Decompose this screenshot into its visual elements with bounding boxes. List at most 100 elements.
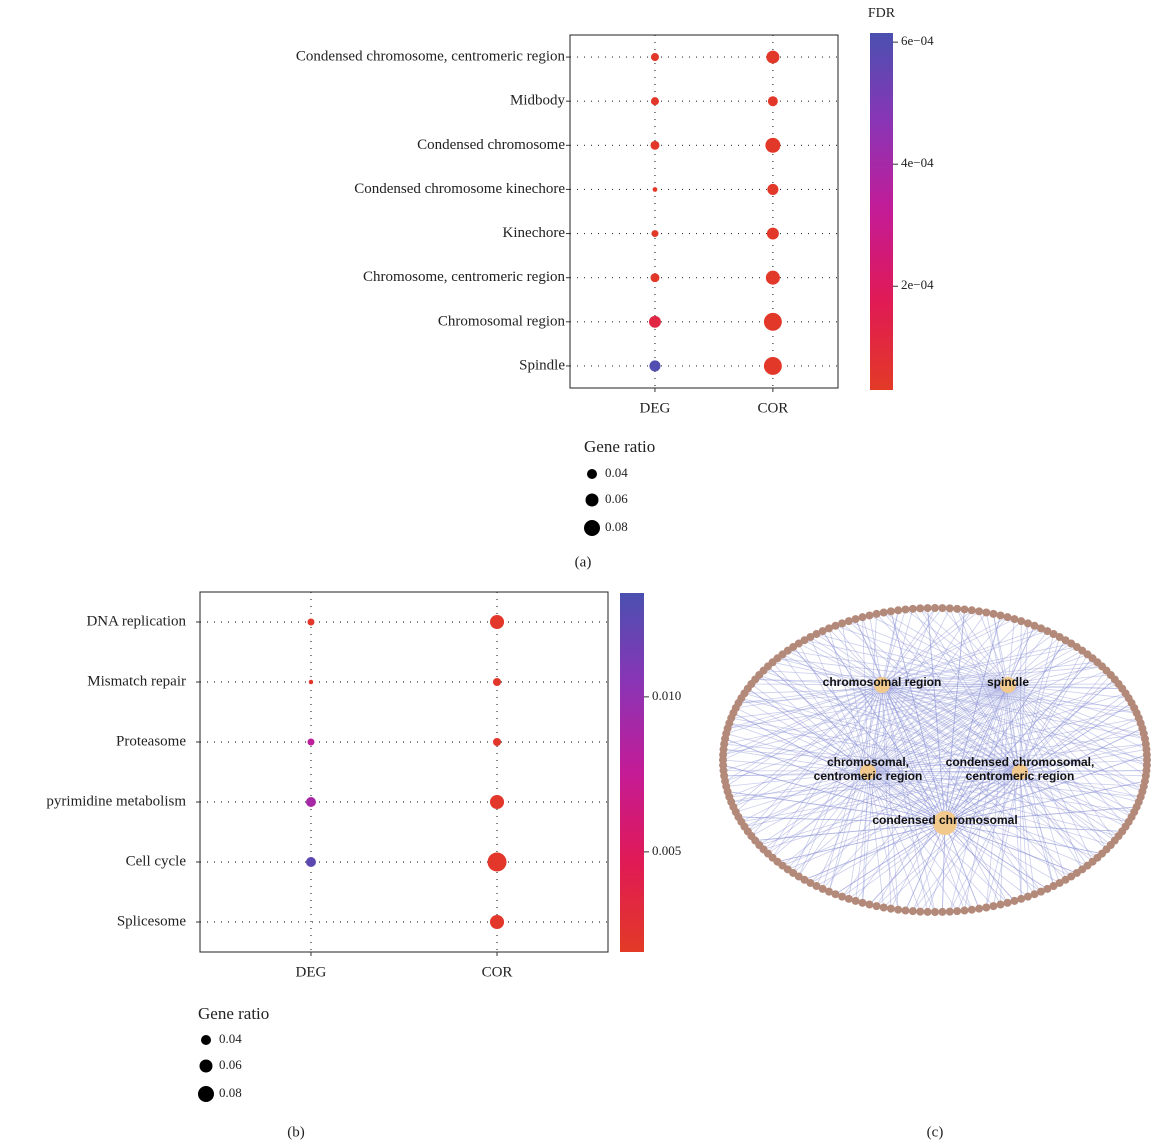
- term-label: centromeric region: [814, 769, 923, 783]
- network-edge: [1019, 770, 1147, 773]
- network-edge: [835, 625, 883, 686]
- gene-node: [812, 882, 821, 891]
- network-edge: [944, 640, 1066, 824]
- network-edge: [944, 822, 980, 909]
- network-edge: [816, 771, 1021, 887]
- gene-node: [838, 892, 847, 901]
- network-edge: [927, 608, 946, 824]
- network-edge: [782, 771, 1021, 866]
- dot: [651, 230, 659, 238]
- network-edge: [1007, 674, 1111, 686]
- network-edge: [744, 771, 869, 827]
- size-legend-label: 0.08: [605, 519, 628, 534]
- network-edge: [724, 684, 883, 782]
- network-edge: [763, 771, 1021, 850]
- network-edge: [867, 771, 921, 912]
- network-edge: [944, 822, 1048, 890]
- network-edge: [755, 822, 946, 841]
- gene-node: [953, 907, 962, 916]
- network-edge: [722, 684, 883, 761]
- network-edge: [912, 608, 1021, 773]
- network-edge: [731, 717, 1021, 773]
- network-edge: [1007, 684, 1107, 850]
- network-edge: [956, 608, 1009, 686]
- network-edge: [1007, 684, 1132, 818]
- network-edge: [777, 657, 883, 686]
- network-edge: [867, 771, 1042, 892]
- gene-node: [825, 887, 833, 896]
- network-edge: [738, 816, 946, 824]
- network-edge: [944, 780, 1146, 824]
- dot: [492, 737, 502, 747]
- panel-label: (b): [287, 1124, 305, 1140]
- network-edge: [867, 608, 951, 773]
- network-edge: [927, 684, 1009, 913]
- network-edge: [867, 771, 1129, 823]
- dot: [649, 360, 661, 372]
- network-edge: [729, 684, 1009, 798]
- dot: [648, 315, 661, 328]
- network-edge: [942, 607, 1009, 686]
- network-edge: [727, 684, 1009, 729]
- dot: [489, 914, 505, 930]
- network-edge: [927, 608, 946, 824]
- network-edge: [848, 620, 1021, 773]
- network-edge: [867, 707, 1135, 773]
- gene-node: [975, 904, 984, 913]
- network-edge: [944, 806, 1137, 824]
- network-edge: [810, 636, 1021, 773]
- network-edge: [944, 822, 1077, 874]
- y-tick-label: Condensed chromosome kinechore: [354, 181, 565, 197]
- panel-label: (c): [927, 1124, 944, 1140]
- network-edge: [905, 822, 946, 911]
- network-edge: [758, 674, 869, 773]
- network-edge: [881, 684, 899, 910]
- network-edge: [1007, 684, 1054, 887]
- network-edge: [862, 617, 883, 686]
- network-edge: [723, 764, 946, 824]
- dot: [763, 356, 782, 375]
- gene-node: [996, 611, 1005, 620]
- y-tick-label: Chromosomal region: [438, 313, 566, 329]
- network-edge: [1007, 666, 1103, 686]
- network-edge: [1019, 771, 1107, 850]
- network-edge: [733, 712, 946, 824]
- network-edge: [941, 822, 946, 912]
- network-edge: [759, 771, 1021, 846]
- network-edge: [848, 620, 1009, 686]
- network-edge: [956, 608, 1021, 773]
- network-edge: [993, 613, 1021, 773]
- network-edge: [890, 611, 946, 824]
- gene-node: [967, 905, 976, 914]
- y-tick-label: Proteasome: [116, 733, 186, 749]
- network-edge: [722, 759, 869, 773]
- network-edge: [755, 822, 946, 841]
- gene-node: [1055, 878, 1064, 887]
- dot: [652, 187, 658, 192]
- x-tick-label: COR: [482, 964, 513, 980]
- network-edge: [763, 670, 1021, 773]
- size-legend-dot: [585, 493, 599, 507]
- network-edge: [763, 771, 869, 850]
- network-edge: [881, 684, 1132, 818]
- network-edge: [1007, 684, 1147, 750]
- network-edge: [944, 658, 1093, 824]
- network-edge: [747, 684, 883, 832]
- network-edge: [867, 771, 885, 908]
- network-edge: [867, 771, 1111, 846]
- network-edge: [881, 684, 1144, 787]
- size-legend-label: 0.06: [219, 1057, 242, 1072]
- gene-node: [945, 907, 954, 916]
- gene-node: [851, 896, 860, 905]
- network-edge: [1019, 674, 1112, 773]
- y-tick-label: Splicesome: [117, 913, 186, 929]
- gene-node: [953, 604, 962, 613]
- network-edge: [881, 661, 1098, 686]
- network-edge: [798, 643, 883, 686]
- gene-node: [1003, 898, 1012, 907]
- network-edge: [855, 618, 946, 824]
- network-edge: [881, 684, 1093, 863]
- network-edge: [738, 684, 883, 704]
- gene-node: [806, 633, 815, 642]
- network-edge: [723, 684, 1009, 771]
